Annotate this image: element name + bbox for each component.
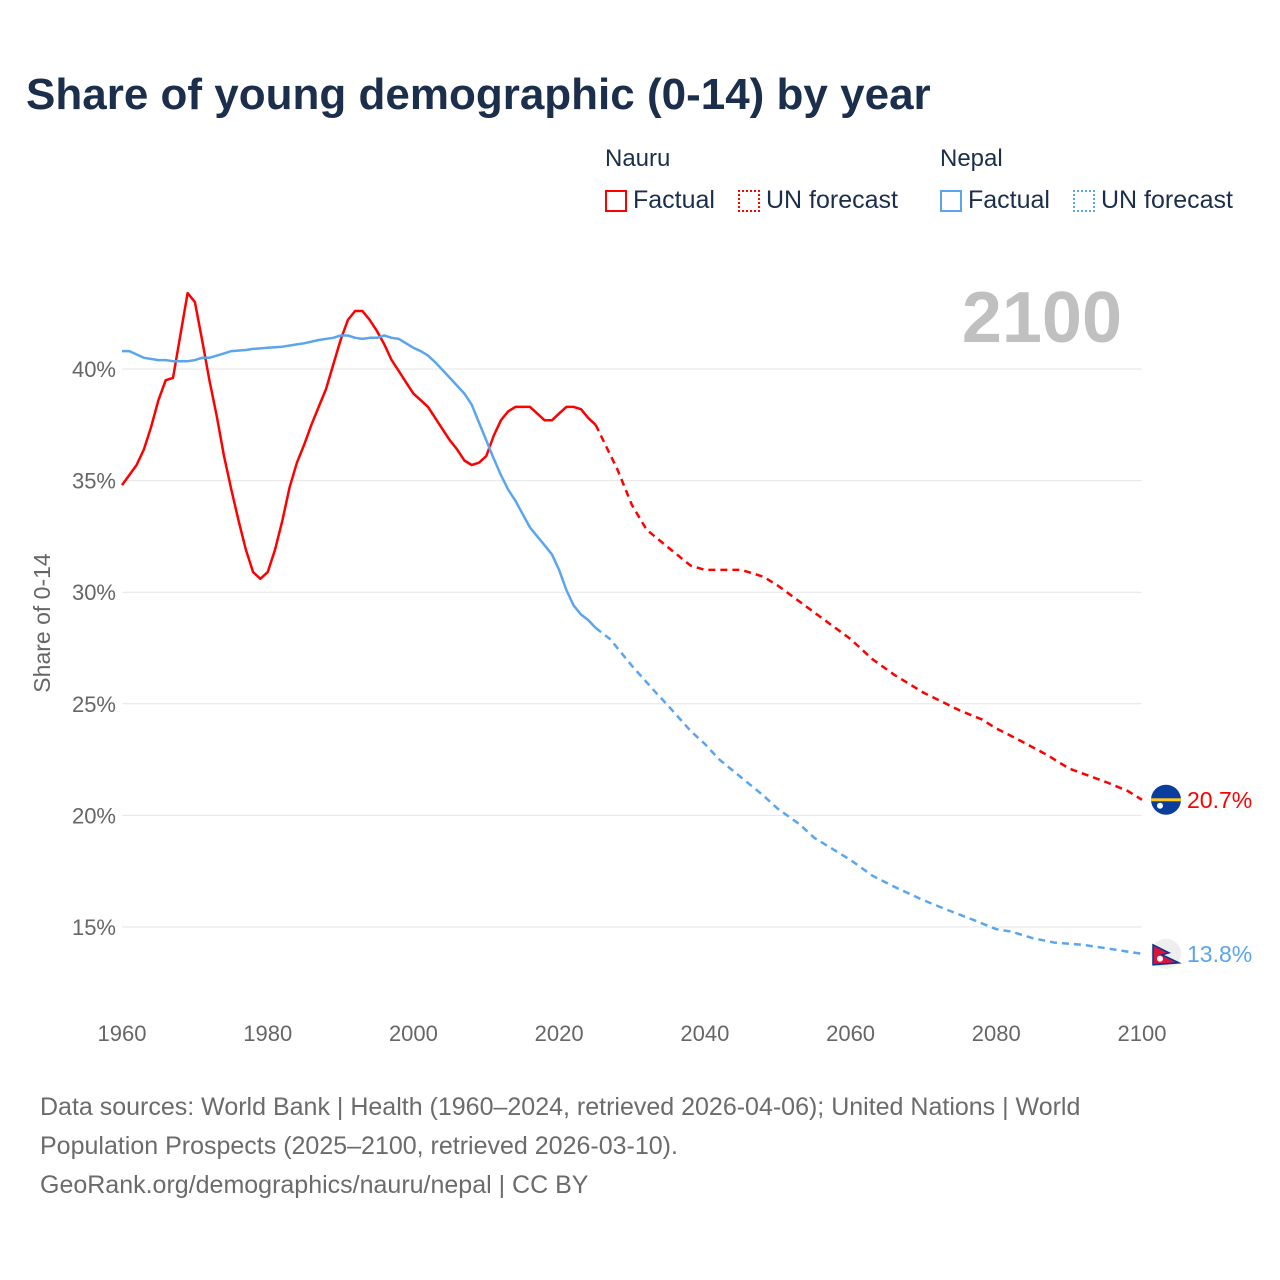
legend-label: UN forecast [1101,186,1233,214]
legend-group-nepal: Nepal [940,145,1003,172]
legend-swatch-solid [605,189,627,212]
x-tick-label: 2000 [389,1021,438,1046]
legend-item-nauru-factual[interactable]: Factual [605,186,715,215]
y-tick-label: 35% [72,469,116,494]
nepal-factual-line [122,334,597,629]
legend-group-nauru: Nauru [605,145,671,172]
chart-title: Share of young demographic (0-14) by yea… [26,70,931,119]
nauru-flag-icon [1151,784,1181,815]
credit-link[interactable]: GeoRank.org/demographics/nauru/nepal | C… [40,1171,589,1199]
legend-swatch-dotted [738,189,760,212]
legend-swatch-solid [940,189,962,212]
x-tick-label: 2020 [535,1021,584,1046]
y-axis-label: Share of 0-14 [29,553,55,693]
legend-item-nauru-forecast[interactable]: UN forecast [738,186,898,215]
legend-label: Factual [968,186,1050,214]
nepal-end-label: 13.8% [1187,941,1252,967]
x-tick-label: 2040 [680,1021,729,1046]
nepal-forecast-line [594,626,1143,956]
legend-label: UN forecast [766,186,898,214]
nauru-end-label: 20.7% [1187,787,1252,813]
flag-star [1157,802,1163,809]
x-tick-label: 2080 [972,1021,1021,1046]
flag-stripe [1151,798,1181,802]
nauru-factual-line [120,291,597,581]
year-watermark: 2100 [962,278,1122,358]
y-tick-label: 40% [72,357,116,382]
x-tick-label: 1960 [98,1021,147,1046]
x-tick-label: 2060 [826,1021,875,1046]
y-tick-label: 15% [72,915,116,940]
legend-label: Factual [633,186,715,214]
y-tick-label: 20% [72,803,116,828]
nauru-forecast-line [594,424,1143,801]
plot-area: 2100 15% 20% 25% 30% 35% 40% 1960 1980 2000 2020… [29,278,1252,1046]
x-tick-label: 1980 [243,1021,292,1046]
flag-sun [1157,955,1163,962]
x-tick-label: 2100 [1118,1021,1167,1046]
data-sources: Data sources: World Bank | Health (1960–… [40,1093,1081,1160]
legend-item-nepal-forecast[interactable]: UN forecast [1073,186,1233,215]
legend-item-nepal-factual[interactable]: Factual [940,186,1050,215]
legend-swatch-dotted [1073,189,1095,212]
y-tick-label: 30% [72,580,116,605]
footer: Data sources: World Bank | Health (1960–… [40,1088,1190,1205]
nepal-flag-icon [1151,938,1182,969]
y-tick-label: 25% [72,692,116,717]
